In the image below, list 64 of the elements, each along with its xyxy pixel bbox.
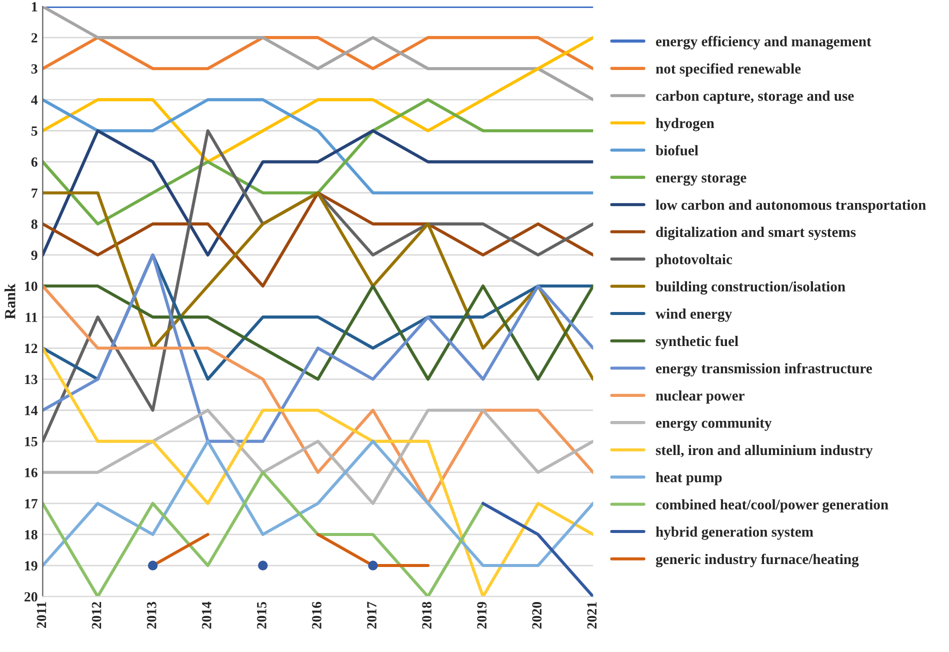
- legend-label: hybrid generation system: [656, 526, 814, 540]
- y-tick-label: 3: [31, 64, 38, 74]
- y-tick-label: 13: [25, 374, 38, 384]
- x-tick-label: 2016: [312, 602, 322, 629]
- legend-label: not specified renewable: [656, 63, 801, 77]
- legend-label: hydrogen: [656, 118, 714, 132]
- legend-label: energy transmission infrastructure: [656, 362, 872, 376]
- legend-label: stell, iron and alluminium industry: [656, 444, 873, 458]
- x-tick-label: 2012: [92, 602, 102, 629]
- line-series: [42, 440, 594, 568]
- y-tick-label: 5: [31, 126, 38, 136]
- legend-label: low carbon and autonomous transportation: [656, 200, 926, 213]
- line-series: [42, 284, 594, 381]
- x-tick-label: 2019: [477, 602, 487, 629]
- y-tick-label: 19: [25, 561, 38, 570]
- legend-label: nuclear power: [656, 390, 744, 404]
- x-tick-label: 2017: [367, 602, 376, 629]
- y-tick-label: 17: [25, 499, 38, 508]
- legend-label: synthetic fuel: [656, 336, 738, 350]
- line-series: [42, 253, 594, 443]
- y-tick-label: 2: [31, 33, 38, 42]
- y-tick-label: 10: [25, 282, 38, 291]
- line-series: [42, 98, 594, 226]
- legend-label: photovoltaic: [656, 254, 732, 268]
- y-tick-label: 14: [25, 406, 38, 416]
- x-tick-label: 2018: [422, 602, 432, 629]
- legend-label: digitalization and smart systems: [656, 226, 856, 240]
- line-series: [42, 191, 594, 381]
- x-tick-label: 2021: [587, 602, 597, 629]
- line-series: [42, 6, 594, 102]
- legend-label: combined heat/cool/power generation: [656, 499, 888, 513]
- legend-label: generic industry furnace/heating: [656, 554, 859, 568]
- y-tick-label: 15: [25, 436, 38, 446]
- y-tick-label: 20: [24, 592, 38, 602]
- x-tick-label: 2014: [202, 602, 212, 629]
- legend-label: carbon capture, storage and use: [656, 90, 854, 104]
- y-tick-label: 16: [25, 468, 38, 478]
- y-axis-title: Rank: [4, 284, 16, 320]
- y-tick-label: 6: [31, 157, 38, 167]
- line-series: [42, 470, 485, 597]
- y-tick-label: 8: [31, 219, 38, 229]
- x-tick-label: 2011: [36, 602, 46, 628]
- legend-label: heat pump: [656, 472, 722, 486]
- legend-label: energy efficiency and management: [656, 36, 872, 50]
- line-series: [42, 408, 594, 505]
- legend-label: energy community: [656, 418, 772, 431]
- legend-label: wind energy: [656, 308, 732, 322]
- y-tick-label: 11: [26, 312, 38, 322]
- y-tick-label: 9: [31, 250, 38, 260]
- line-series: [42, 191, 594, 288]
- legend-label: energy storage: [656, 174, 746, 186]
- x-tick-label: 2015: [256, 602, 266, 629]
- y-tick-label: 7: [32, 188, 38, 198]
- y-tick-label: 18: [25, 530, 38, 540]
- legend-label: biofuel: [656, 144, 698, 156]
- y-tick-label: 12: [25, 344, 38, 353]
- line-series: [42, 284, 594, 505]
- legend-label: building construction/isolation: [656, 281, 846, 295]
- y-tick-label: 4: [31, 95, 38, 105]
- x-tick-label: 2020: [532, 602, 542, 629]
- y-tick-label: 1: [32, 2, 38, 12]
- x-tick-label: 2013: [146, 602, 156, 629]
- line-series: [42, 36, 594, 164]
- line-series: [42, 346, 594, 597]
